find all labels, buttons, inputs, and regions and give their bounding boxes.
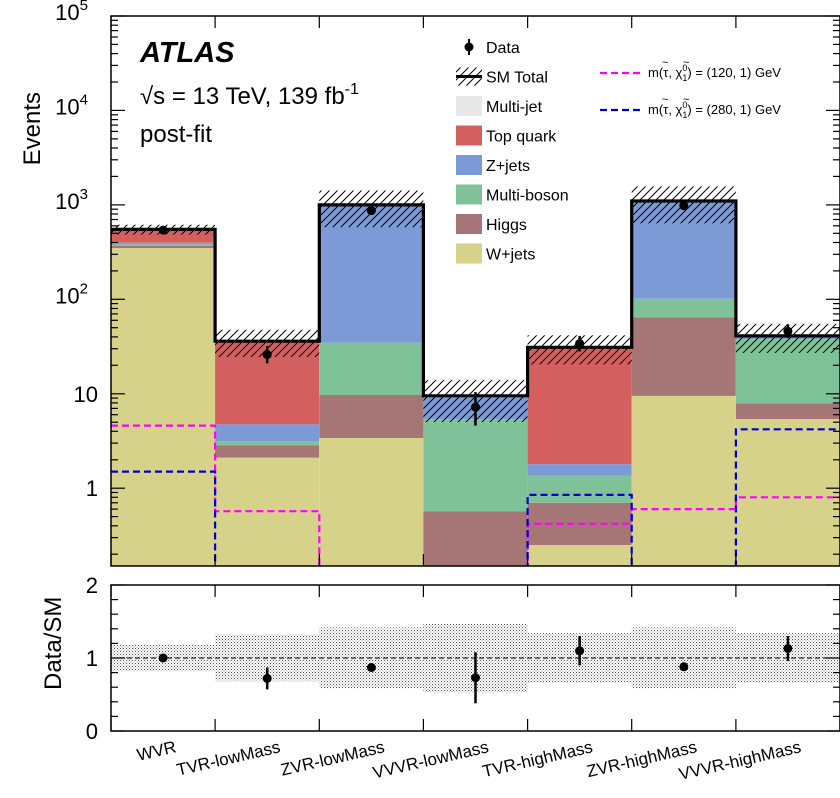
ratio-point-0 (158, 653, 168, 663)
legend-data-marker (464, 42, 474, 52)
stack-bar-multi-boson-2 (319, 342, 424, 395)
ratio-point-2 (366, 663, 376, 672)
ratio-point-1 (262, 673, 272, 683)
ratio-point-6 (783, 644, 793, 653)
legend-swatch-multi-boson (456, 184, 482, 205)
stack-bar-higgs-1 (215, 445, 320, 458)
tilde-chi-0: ~ (683, 57, 689, 69)
stack-bar-z-jets-2 (319, 205, 424, 343)
stack-bar-w-jets-2 (319, 438, 424, 566)
data-layer (158, 201, 793, 426)
y-tick-label-3: 103 (55, 186, 88, 214)
stack-bar-multi-boson-1 (215, 441, 320, 446)
tilde-tau-0: ~ (662, 57, 668, 69)
legend: Data SM Total Multi-jet Top quark Z+jets Mult… (456, 39, 569, 264)
stack-bar-z-jets-0 (111, 242, 216, 245)
ratio-y-axis-title: Data/SM (40, 597, 67, 690)
stack-bar-w-jets-5 (631, 395, 736, 566)
legend-label-higgs: Higgs (486, 217, 527, 234)
category-label-2: ZVR-lowMass (279, 737, 386, 779)
ratio-point-5 (679, 662, 689, 672)
category-label-1: TVR-lowMass (175, 737, 282, 779)
stack-bar-w-jets-0 (111, 247, 216, 566)
y-tick-label-5: 105 (55, 0, 88, 25)
ratio-y-tick-label-2: 2 (86, 573, 98, 598)
legend-data-label: Data (486, 40, 520, 57)
stack-bar-multi-boson-5 (631, 298, 736, 318)
legend-label-top-quark: Top quark (486, 129, 557, 146)
stack-bar-w-jets-1 (215, 457, 320, 566)
tilde-tau-1: ~ (662, 94, 668, 106)
main-plot-frame (110, 15, 840, 567)
y-tick-label-1: 10 (74, 382, 98, 407)
fit-label: post-fit (140, 121, 212, 148)
signal-legend-label-1: m(τ, χ0 1) = (280, 1) GeV (648, 100, 781, 120)
legend-label-multi-boson: Multi-boson (486, 188, 569, 205)
stack-bar-top-quark-4 (527, 347, 632, 465)
ratio-y-tick-label-0: 0 (86, 719, 98, 744)
stack-bar-w-jets-4 (527, 545, 632, 566)
legend-sm-total-label: SM Total (486, 70, 548, 87)
stack-bar-z-jets-1 (215, 424, 320, 442)
experiment-annotation: ATLAS √s = 13 TeV, 139 fb-1 post-fit (139, 37, 359, 148)
stack-bar-z-jets-4 (527, 464, 632, 476)
stack-bar-higgs-0 (111, 245, 216, 248)
category-label-0: WVR (135, 737, 178, 764)
stack-bar-higgs-6 (735, 403, 840, 419)
legend-swatch-top-quark (456, 125, 482, 146)
legend-swatch-z-jets (456, 155, 482, 175)
stack-bar-multi-boson-0 (111, 244, 216, 246)
ratio-y-axis: 0 1 2 (86, 573, 840, 744)
ratio-data-layer (158, 636, 793, 704)
signal-layer (111, 424, 840, 566)
main-y-axis: 1 10 102 103 104 105 (55, 0, 840, 555)
ratio-point-3 (471, 673, 480, 683)
stack-bar-higgs-3 (423, 511, 528, 566)
stack-bar-higgs-2 (319, 395, 424, 438)
y-axis-title: Events (19, 92, 46, 165)
stack-bar-higgs-5 (631, 317, 736, 396)
ratio-y-tick-label-1: 1 (86, 646, 98, 671)
y-tick-label-0: 1 (86, 476, 98, 501)
signal-legend-label-0: m(τ, χ0 1) = (120, 1) GeV (648, 63, 781, 83)
legend-swatch-multi-jet (456, 96, 482, 116)
y-tick-label-2: 102 (55, 280, 88, 308)
data-point-3 (471, 402, 480, 412)
stack-bar-multi-boson-3 (423, 419, 528, 512)
category-label-3: VVVR-lowMass (371, 737, 490, 782)
signal-line-1 (111, 428, 840, 566)
data-point-6 (783, 326, 793, 336)
data-point-4 (575, 339, 585, 349)
data-point-5 (679, 201, 689, 211)
legend-swatch-w-jets (456, 243, 482, 264)
legend-label-w-jets: W+jets (486, 247, 535, 264)
energy-label: √s = 13 TeV, 139 fb-1 (140, 81, 359, 110)
experiment-label: ATLAS (139, 37, 235, 69)
tilde-chi-1: ~ (683, 94, 689, 106)
y-tick-label-4: 104 (55, 91, 88, 119)
stack-bar-multi-boson-4 (527, 475, 632, 503)
signal-legend: m(τ, χ0 1) = (120, 1) GeV~ ~m(τ, χ0 1) = (2… (600, 57, 781, 120)
legend-swatch-higgs (456, 214, 482, 234)
legend-label-z-jets: Z+jets (486, 158, 530, 175)
data-point-0 (158, 225, 168, 235)
stack-bar-w-jets-6 (735, 419, 840, 566)
category-label-4: TVR-highMass (481, 737, 595, 781)
main-plot: 1 10 102 103 104 105 Events (19, 0, 840, 567)
legend-label-multi-jet: Multi-jet (486, 99, 543, 116)
data-point-1 (262, 350, 272, 360)
ratio-point-4 (575, 646, 585, 656)
data-point-2 (366, 206, 376, 216)
